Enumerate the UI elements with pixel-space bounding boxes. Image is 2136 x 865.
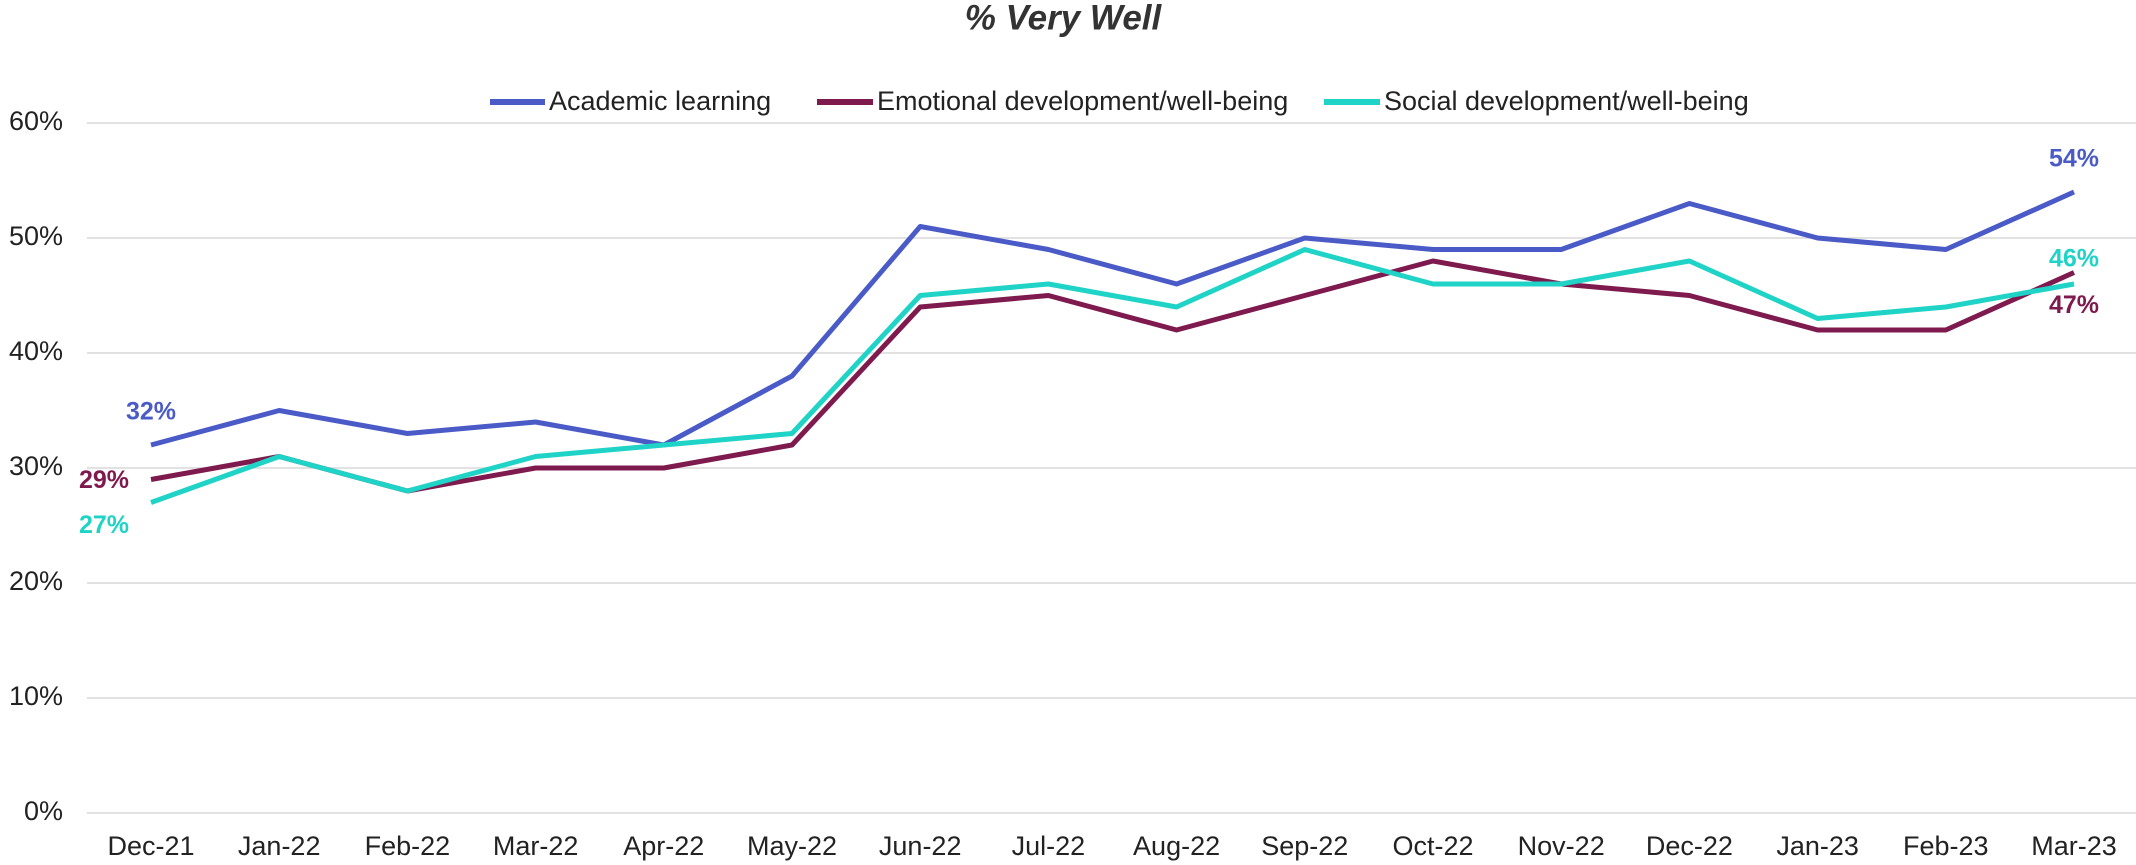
series-line: [150, 247, 2075, 505]
data-label: 47%: [2049, 291, 2099, 319]
y-tick-label: 50%: [9, 221, 63, 251]
x-tick-label: Dec-22: [1646, 831, 1733, 861]
legend-label: Social development/well-being: [1384, 86, 1749, 116]
data-label: 54%: [2049, 145, 2099, 173]
x-tick-label: May-22: [747, 831, 837, 861]
x-tick-label: Nov-22: [1518, 831, 1605, 861]
x-tick-label: Jan-23: [1776, 831, 1859, 861]
data-label: 46%: [2049, 245, 2099, 273]
x-tick-label: Jun-22: [879, 831, 962, 861]
data-label: 29%: [79, 466, 129, 494]
legend-label: Emotional development/well-being: [877, 86, 1288, 116]
series-line: [150, 189, 2076, 448]
x-tick-label: Aug-22: [1133, 831, 1220, 861]
x-tick-label: Feb-23: [1903, 831, 1989, 861]
legend-label: Academic learning: [549, 86, 771, 116]
y-tick-label: 10%: [9, 681, 63, 711]
chart-title: % Very Well: [965, 0, 1163, 37]
y-tick-label: 0%: [24, 796, 63, 826]
data-label: 27%: [79, 511, 129, 539]
y-tick-label: 30%: [9, 451, 63, 481]
x-tick-label: Mar-23: [2031, 831, 2117, 861]
x-tick-label: Mar-22: [493, 831, 579, 861]
x-tick-label: Apr-22: [623, 831, 704, 861]
data-label: 32%: [126, 398, 176, 426]
y-tick-label: 40%: [9, 336, 63, 366]
y-tick-label: 60%: [9, 106, 63, 136]
x-tick-label: Jul-22: [1012, 831, 1086, 861]
x-tick-label: Oct-22: [1392, 831, 1473, 861]
x-tick-label: Dec-21: [107, 831, 194, 861]
y-tick-label: 20%: [9, 566, 63, 596]
x-tick-label: Jan-22: [238, 831, 321, 861]
x-tick-label: Sep-22: [1261, 831, 1348, 861]
series-line: [150, 258, 2076, 494]
x-tick-label: Feb-22: [365, 831, 451, 861]
